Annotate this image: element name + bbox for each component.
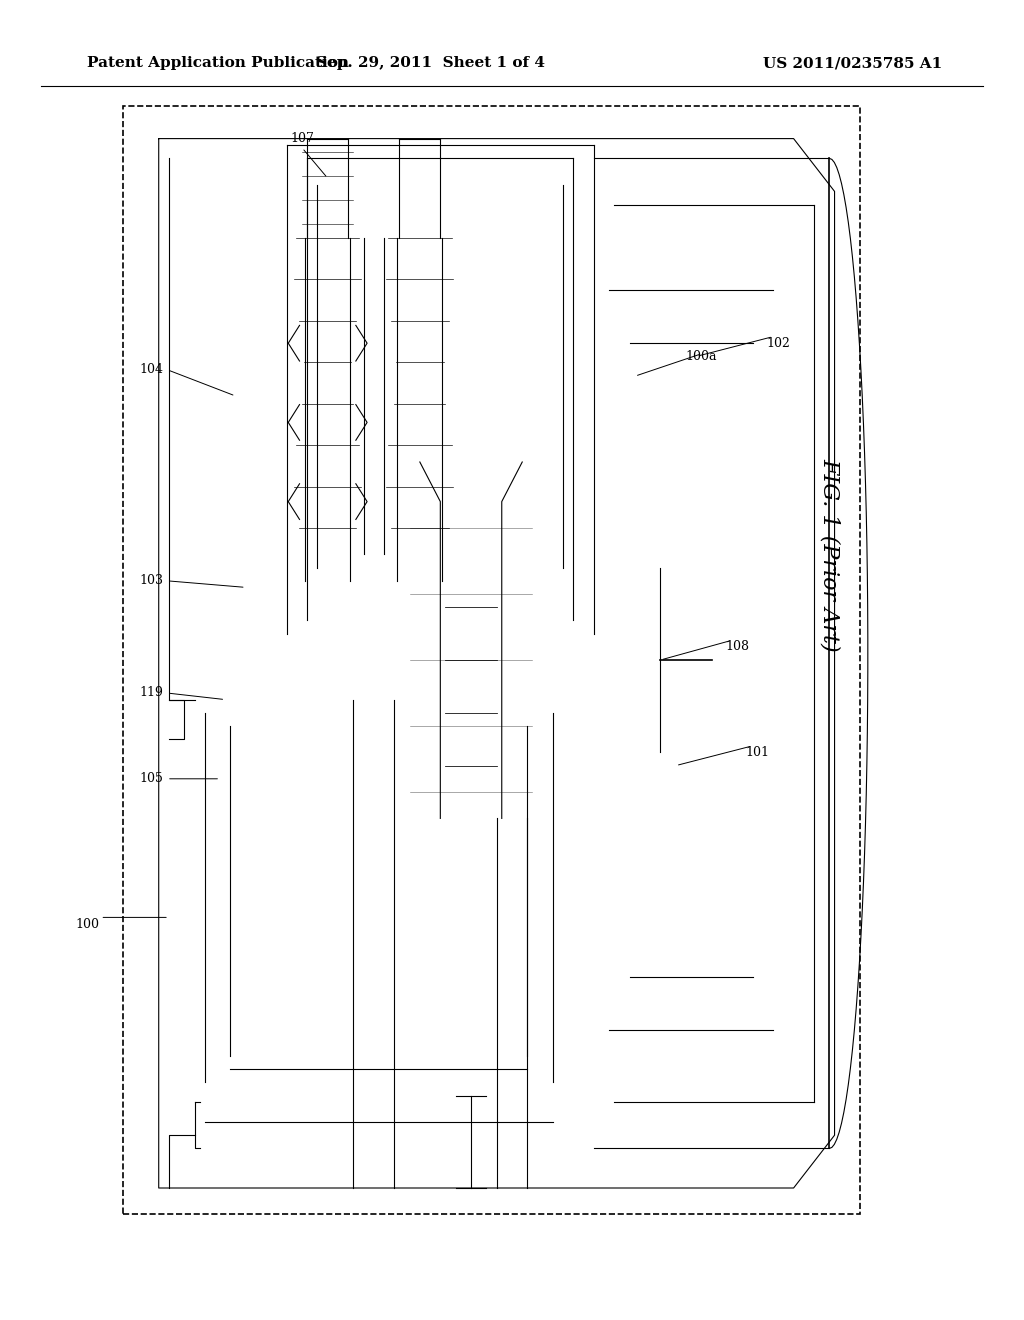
FancyBboxPatch shape (123, 106, 860, 1214)
Text: 101: 101 (745, 746, 770, 759)
Text: 119: 119 (139, 686, 164, 700)
Text: 103: 103 (139, 574, 164, 587)
Text: US 2011/0235785 A1: US 2011/0235785 A1 (763, 57, 942, 70)
Text: Patent Application Publication: Patent Application Publication (87, 57, 349, 70)
Text: FIG. 1 (Prior Art): FIG. 1 (Prior Art) (818, 458, 841, 651)
Text: 105: 105 (139, 772, 164, 785)
Text: 100: 100 (75, 917, 99, 931)
Text: 104: 104 (139, 363, 164, 376)
Text: 108: 108 (725, 640, 750, 653)
Text: Sep. 29, 2011  Sheet 1 of 4: Sep. 29, 2011 Sheet 1 of 4 (315, 57, 545, 70)
Text: 102: 102 (766, 337, 791, 350)
Text: 100a: 100a (686, 350, 717, 363)
Text: 107: 107 (290, 132, 314, 145)
